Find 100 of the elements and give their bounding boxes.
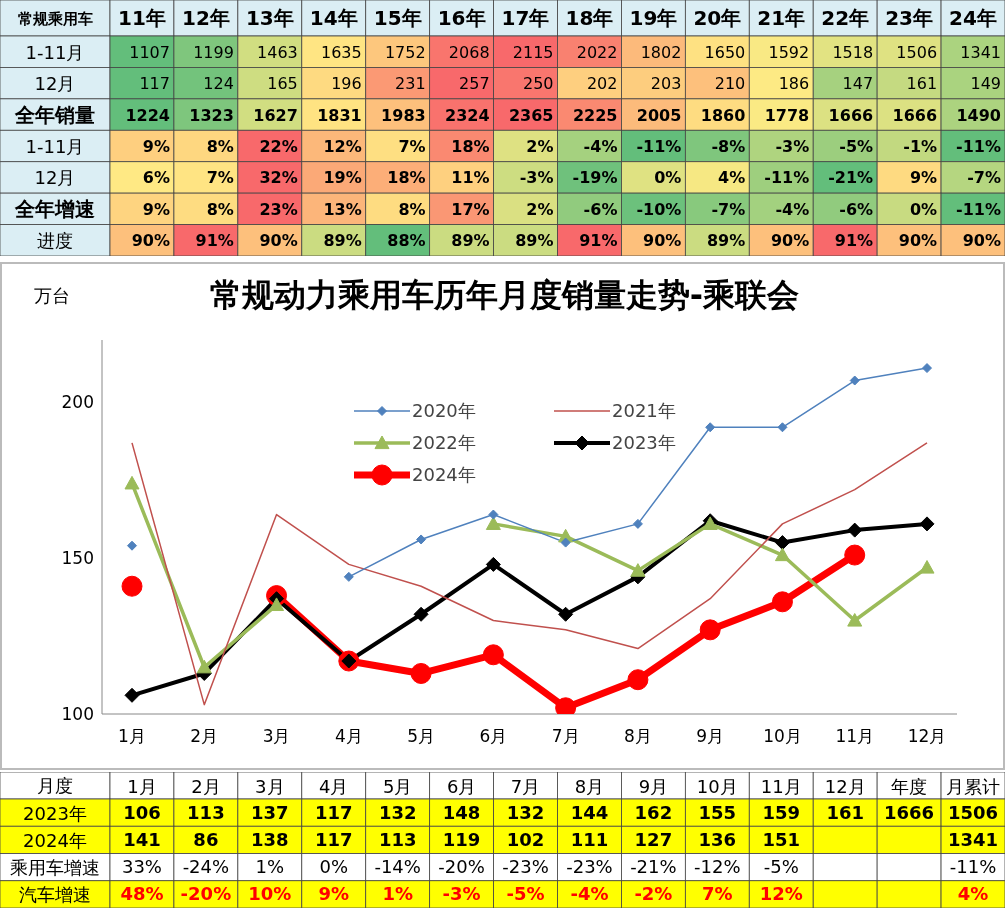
data-label: 2365 [508, 105, 554, 125]
data-label: 117 [314, 828, 353, 850]
data-label: 0% [909, 199, 938, 219]
data-label: 151 [762, 828, 801, 850]
data-label: -23% [502, 856, 549, 878]
data-label: 90% [259, 231, 298, 251]
x-tick-label: 1月 [127, 775, 157, 797]
data-label: 22% [259, 137, 298, 156]
data-label: 89% [515, 231, 554, 251]
data-label: 10% [248, 883, 292, 905]
data-label: -3% [442, 883, 481, 905]
x-tick-label: 9月 [638, 775, 669, 797]
data-label: -11% [636, 137, 682, 156]
point [705, 422, 716, 433]
data-label: 1490 [956, 105, 1001, 125]
x-tick-label: 24年 [949, 6, 997, 30]
x-tick-label: 20年 [693, 6, 742, 30]
data-label: 2115 [512, 42, 554, 62]
data-label: -20% [438, 856, 485, 878]
legend-label: 2022年 [412, 431, 476, 455]
y-tick-label: 12月 [34, 73, 76, 95]
data-label: 1% [382, 883, 413, 905]
x-tick-label: 14年 [309, 6, 358, 30]
data-label: 1666 [884, 801, 935, 823]
x-tick-label: 11年 [118, 6, 166, 30]
data-label: 1627 [253, 105, 298, 125]
y-tick-label: 100 [61, 704, 94, 725]
point [410, 662, 432, 684]
data-label: 144 [570, 801, 609, 823]
point [485, 556, 501, 572]
point [488, 509, 499, 520]
data-label: 1802 [640, 42, 682, 62]
data-label: 136 [698, 828, 737, 850]
data-label: 162 [634, 801, 673, 823]
point [632, 518, 643, 529]
y-tick-label: 全年增速 [14, 196, 95, 221]
data-label: 257 [459, 74, 490, 94]
x-tick-label: 年度 [891, 775, 928, 797]
point [774, 535, 790, 551]
data-label: -8% [711, 137, 746, 156]
data-label: 1% [255, 856, 285, 878]
point [847, 613, 863, 627]
data-label: 196 [331, 74, 362, 94]
x-tick-label: 7月 [510, 775, 541, 797]
data-label: 23% [259, 199, 298, 219]
point [121, 575, 143, 597]
data-label: 155 [698, 801, 737, 823]
x-tick-label: 2月 [190, 726, 219, 747]
data-label: 6% [142, 168, 170, 188]
data-label: 127 [634, 828, 673, 850]
data-label: 8% [206, 199, 234, 219]
data-label: 91% [195, 231, 234, 251]
x-tick-label: 5月 [407, 726, 435, 747]
data-label: 111 [570, 828, 609, 850]
data-label: -1% [903, 137, 938, 156]
point [558, 606, 574, 622]
point [413, 606, 429, 622]
x-tick-label: 5月 [382, 775, 413, 797]
data-label: 1592 [768, 42, 810, 62]
data-label: 18% [451, 137, 490, 156]
data-label: -23% [566, 856, 613, 878]
x-tick-label: 7月 [551, 726, 580, 747]
x-tick-label: 12月 [824, 775, 866, 797]
data-label: 4% [718, 168, 746, 188]
point [630, 563, 646, 577]
x-tick-label: 10月 [763, 726, 802, 747]
y-tick-label: 汽车增速 [19, 884, 91, 906]
data-label: 1341 [960, 42, 1001, 62]
data-label: 17% [451, 199, 490, 219]
data-label: 161 [826, 801, 864, 823]
x-tick-label: 4月 [319, 775, 349, 797]
y-tick-label: 全年销量 [14, 102, 95, 127]
y-tick-label: 12月 [34, 167, 76, 189]
chart-title: 常规乘用车 [17, 10, 93, 28]
data-label: 1323 [189, 105, 234, 125]
x-tick-label: 1月 [118, 726, 146, 747]
x-tick-label: 2月 [191, 775, 221, 797]
data-label: 1666 [892, 105, 938, 125]
data-label: 2068 [448, 42, 490, 62]
point [124, 687, 140, 703]
data-label: 1666 [828, 105, 874, 125]
data-label: -11% [764, 168, 810, 188]
point [919, 516, 935, 532]
data-label: 102 [506, 828, 545, 850]
data-label: 19% [323, 168, 362, 188]
data-label: 119 [442, 828, 481, 850]
data-label: 90% [962, 231, 1001, 251]
data-label: 113 [187, 801, 225, 823]
data-label: 8% [206, 137, 234, 156]
data-label: 88% [387, 231, 426, 251]
data-label: 33% [121, 856, 162, 878]
point [196, 659, 212, 674]
data-label: 1518 [832, 42, 874, 62]
data-label: 89% [323, 231, 362, 251]
x-tick-label: 6月 [446, 775, 477, 797]
data-label: 9% [142, 137, 170, 156]
data-label: 48% [120, 883, 164, 905]
point [482, 644, 504, 666]
data-label: 161 [906, 74, 938, 94]
data-label: 2% [526, 137, 554, 156]
